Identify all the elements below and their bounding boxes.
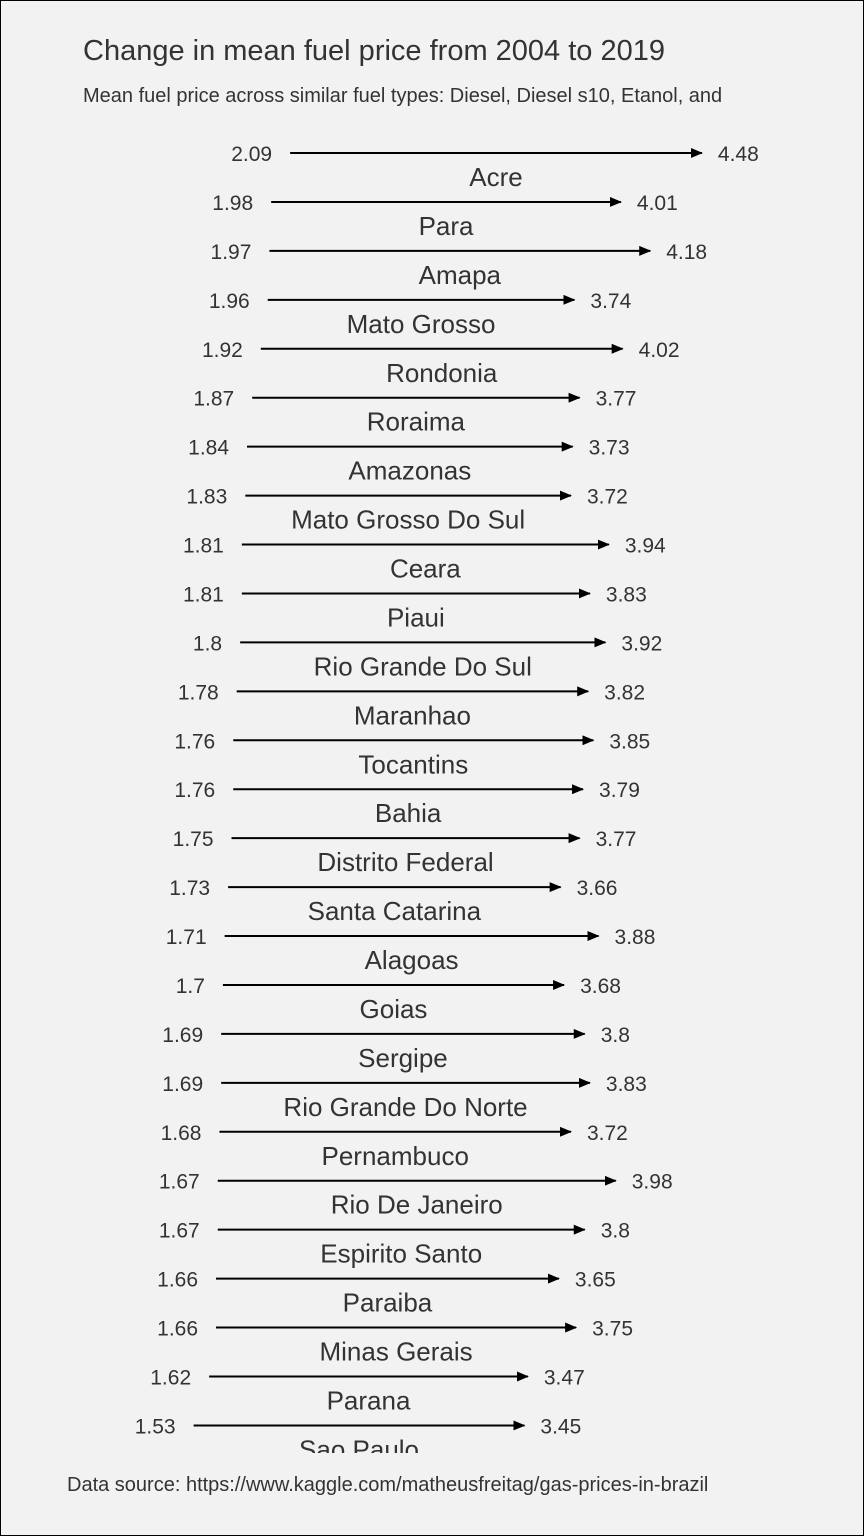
end-value-label: 3.77 bbox=[596, 828, 637, 851]
arrow-chart: 2.09 4.48 Acre 1.98 4.01 Para 1.97 4.18 Amapa 1.9… bbox=[135, 143, 759, 1453]
start-value-label: 1.96 bbox=[209, 290, 250, 313]
start-value-label: 1.76 bbox=[174, 779, 215, 802]
state-label: Parana bbox=[327, 1386, 411, 1416]
end-value-label: 3.45 bbox=[540, 1415, 581, 1438]
plot-area: 2.09 4.48 Acre 1.98 4.01 Para 1.97 4.18 Amapa 1.9… bbox=[1, 129, 863, 1453]
chart-title: Change in mean fuel price from 2004 to 2… bbox=[83, 35, 665, 67]
state-label: Para bbox=[419, 211, 474, 241]
start-value-label: 1.87 bbox=[193, 388, 234, 411]
end-value-label: 3.82 bbox=[604, 681, 645, 704]
start-value-label: 1.75 bbox=[173, 828, 214, 851]
state-label: Rio De Janeiro bbox=[331, 1190, 503, 1220]
end-value-label: 3.72 bbox=[587, 486, 628, 509]
state-label: Paraiba bbox=[343, 1288, 433, 1318]
end-value-label: 3.85 bbox=[609, 730, 650, 753]
end-value-label: 3.94 bbox=[625, 535, 666, 558]
end-value-label: 3.8 bbox=[601, 1220, 630, 1243]
end-value-label: 3.68 bbox=[580, 975, 621, 998]
start-value-label: 2.09 bbox=[231, 143, 272, 166]
start-value-label: 1.66 bbox=[157, 1318, 198, 1341]
state-label: Sao Paulo bbox=[299, 1434, 419, 1453]
end-value-label: 4.18 bbox=[666, 241, 707, 264]
start-value-label: 1.92 bbox=[202, 339, 243, 362]
end-value-label: 3.98 bbox=[632, 1171, 673, 1194]
end-value-label: 3.83 bbox=[606, 1073, 647, 1096]
start-value-label: 1.66 bbox=[157, 1269, 198, 1292]
start-value-label: 1.7 bbox=[176, 975, 205, 998]
end-value-label: 3.79 bbox=[599, 779, 640, 802]
start-value-label: 1.78 bbox=[178, 681, 219, 704]
end-value-label: 4.01 bbox=[637, 192, 678, 215]
state-label: Mato Grosso Do Sul bbox=[291, 505, 525, 535]
start-value-label: 1.62 bbox=[150, 1367, 191, 1390]
end-value-label: 3.8 bbox=[601, 1024, 630, 1047]
state-label: Roraima bbox=[367, 407, 466, 437]
state-label: Santa Catarina bbox=[308, 896, 482, 926]
state-label: Alagoas bbox=[365, 945, 459, 975]
state-label: Maranhao bbox=[354, 700, 471, 730]
start-value-label: 1.67 bbox=[159, 1171, 200, 1194]
start-value-label: 1.69 bbox=[162, 1024, 203, 1047]
state-label: Pernambuco bbox=[321, 1141, 468, 1171]
state-label: Tocantins bbox=[358, 749, 468, 779]
start-value-label: 1.84 bbox=[188, 437, 229, 460]
state-label: Goias bbox=[360, 994, 428, 1024]
end-value-label: 4.48 bbox=[718, 143, 759, 166]
state-label: Amazonas bbox=[348, 456, 471, 486]
state-label: Rio Grande Do Sul bbox=[314, 651, 532, 681]
start-value-label: 1.68 bbox=[161, 1122, 202, 1145]
state-label: Ceara bbox=[390, 554, 461, 584]
state-label: Bahia bbox=[375, 798, 442, 828]
state-label: Minas Gerais bbox=[319, 1337, 472, 1367]
end-value-label: 3.75 bbox=[592, 1318, 633, 1341]
state-label: Rio Grande Do Norte bbox=[283, 1092, 527, 1122]
end-value-label: 3.77 bbox=[596, 388, 637, 411]
state-label: Sergipe bbox=[358, 1043, 448, 1073]
start-value-label: 1.53 bbox=[135, 1415, 176, 1438]
start-value-label: 1.98 bbox=[212, 192, 253, 215]
start-value-label: 1.73 bbox=[169, 877, 210, 900]
start-value-label: 1.97 bbox=[211, 241, 252, 264]
end-value-label: 3.92 bbox=[621, 632, 662, 655]
state-label: Distrito Federal bbox=[317, 847, 493, 877]
state-label: Piaui bbox=[387, 602, 445, 632]
state-label: Rondonia bbox=[386, 358, 498, 388]
chart-caption: Data source: https://www.kaggle.com/math… bbox=[67, 1474, 709, 1496]
end-value-label: 4.02 bbox=[639, 339, 680, 362]
end-value-label: 3.74 bbox=[590, 290, 631, 313]
start-value-label: 1.67 bbox=[159, 1220, 200, 1243]
state-label: Amapa bbox=[419, 260, 502, 290]
start-value-label: 1.76 bbox=[174, 730, 215, 753]
start-value-label: 1.69 bbox=[162, 1073, 203, 1096]
end-value-label: 3.83 bbox=[606, 583, 647, 606]
chart-subtitle: Mean fuel price across similar fuel type… bbox=[83, 85, 723, 107]
start-value-label: 1.71 bbox=[166, 926, 207, 949]
end-value-label: 3.65 bbox=[575, 1269, 616, 1292]
end-value-label: 3.72 bbox=[587, 1122, 628, 1145]
start-value-label: 1.83 bbox=[186, 486, 227, 509]
start-value-label: 1.8 bbox=[193, 632, 222, 655]
state-label: Mato Grosso bbox=[347, 309, 496, 339]
state-label: Acre bbox=[469, 162, 522, 192]
start-value-label: 1.81 bbox=[183, 535, 224, 558]
start-value-label: 1.81 bbox=[183, 583, 224, 606]
end-value-label: 3.73 bbox=[589, 437, 630, 460]
end-value-label: 3.47 bbox=[544, 1367, 585, 1390]
state-label: Espirito Santo bbox=[320, 1239, 482, 1269]
end-value-label: 3.66 bbox=[577, 877, 618, 900]
end-value-label: 3.88 bbox=[615, 926, 656, 949]
